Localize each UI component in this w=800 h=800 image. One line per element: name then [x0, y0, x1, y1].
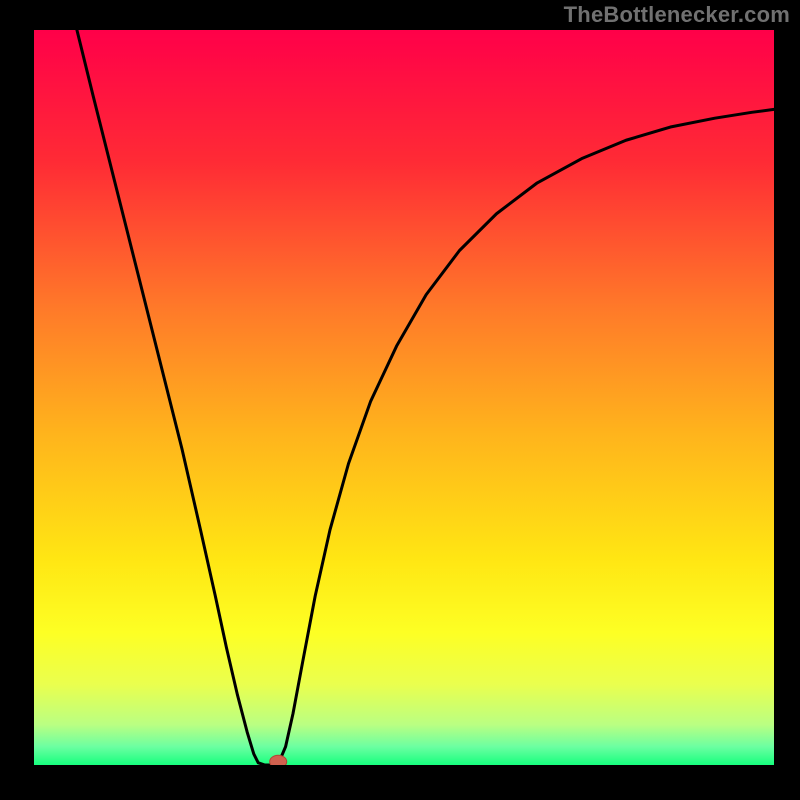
curve-svg: [34, 30, 774, 765]
watermark-text: TheBottlenecker.com: [564, 2, 790, 28]
plot-area: [34, 30, 774, 765]
chart-frame: TheBottlenecker.com: [0, 0, 800, 800]
minimum-marker: [270, 755, 287, 765]
bottleneck-curve: [77, 30, 774, 765]
